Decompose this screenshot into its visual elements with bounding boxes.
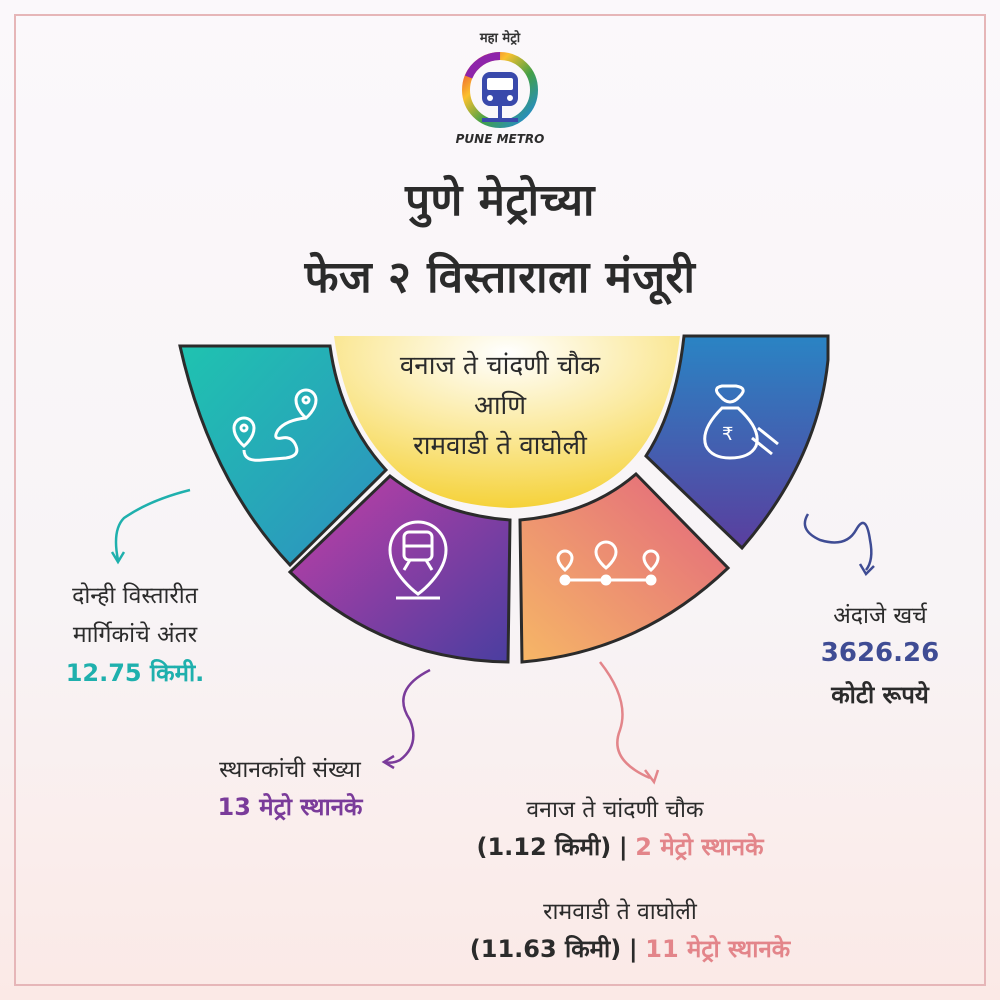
route1-name: वनाज ते चांदणी चौक: [526, 797, 704, 823]
metro-station-pin-icon: [388, 520, 448, 600]
connector-teal: [114, 488, 191, 561]
distance-line1: दोन्ही विस्तारीत: [72, 583, 198, 609]
route1-separator: |: [618, 833, 628, 861]
route2-separator: |: [628, 935, 638, 963]
money-bag-icon: ₹: [703, 384, 779, 460]
cost-label: अंदाजे खर्च: [833, 603, 927, 629]
segment-teal: [178, 344, 389, 568]
distance-line2: मार्गिकांचे अंतर: [72, 622, 198, 648]
center-line1: वनाज ते चांदणी चौक: [399, 351, 601, 381]
pune-metro-logo: महा मेट्रो PUNE METRO: [430, 28, 570, 153]
metro-logo-icon: [462, 52, 538, 128]
route1-details: (1.12 किमी) | 2 मेट्रो स्थानके: [420, 830, 820, 863]
route1-distance: (1.12 किमी): [476, 833, 612, 861]
connector-navy: [803, 513, 873, 571]
cost-unit: कोटी रूपये: [831, 681, 929, 709]
route2-stations: 11 मेट्रो स्थानके: [645, 935, 791, 963]
route2-details: (11.63 किमी) | 11 मेट्रो स्थानके: [400, 932, 860, 965]
segment-orange: [518, 471, 731, 664]
stations-value: 13 मेट्रो स्थानके: [217, 793, 363, 821]
route2-name: रामवाडी ते वाघोली: [543, 899, 697, 925]
route1-stations: 2 मेट्रो स्थानके: [635, 833, 764, 861]
connector-purple: [385, 668, 431, 764]
page-title-line2: फेज २ विस्ताराला मंजूरी: [304, 252, 696, 303]
stations-line-icon: [556, 540, 660, 586]
segment-center: [334, 336, 680, 508]
stations-label: स्थानकांची संख्या: [219, 757, 361, 783]
logo-bottom-text: PUNE METRO: [455, 132, 545, 146]
page-title-line1: पुणे मेट्रोच्या: [405, 175, 595, 226]
svg-text:₹: ₹: [722, 424, 733, 445]
logo-top-text: महा मेट्रो: [479, 31, 521, 46]
segment-navy: [644, 334, 830, 551]
segment-purple: [287, 474, 512, 664]
cost-value: 3626.26: [820, 638, 940, 668]
connector-pink: [599, 661, 651, 780]
distance-value: 12.75 किमी.: [65, 659, 205, 687]
center-line3: रामवाडी ते वाघोली: [413, 431, 587, 461]
route-icon: [232, 388, 318, 462]
center-line2: आणि: [473, 391, 527, 421]
route2-distance: (11.63 किमी): [469, 935, 622, 963]
